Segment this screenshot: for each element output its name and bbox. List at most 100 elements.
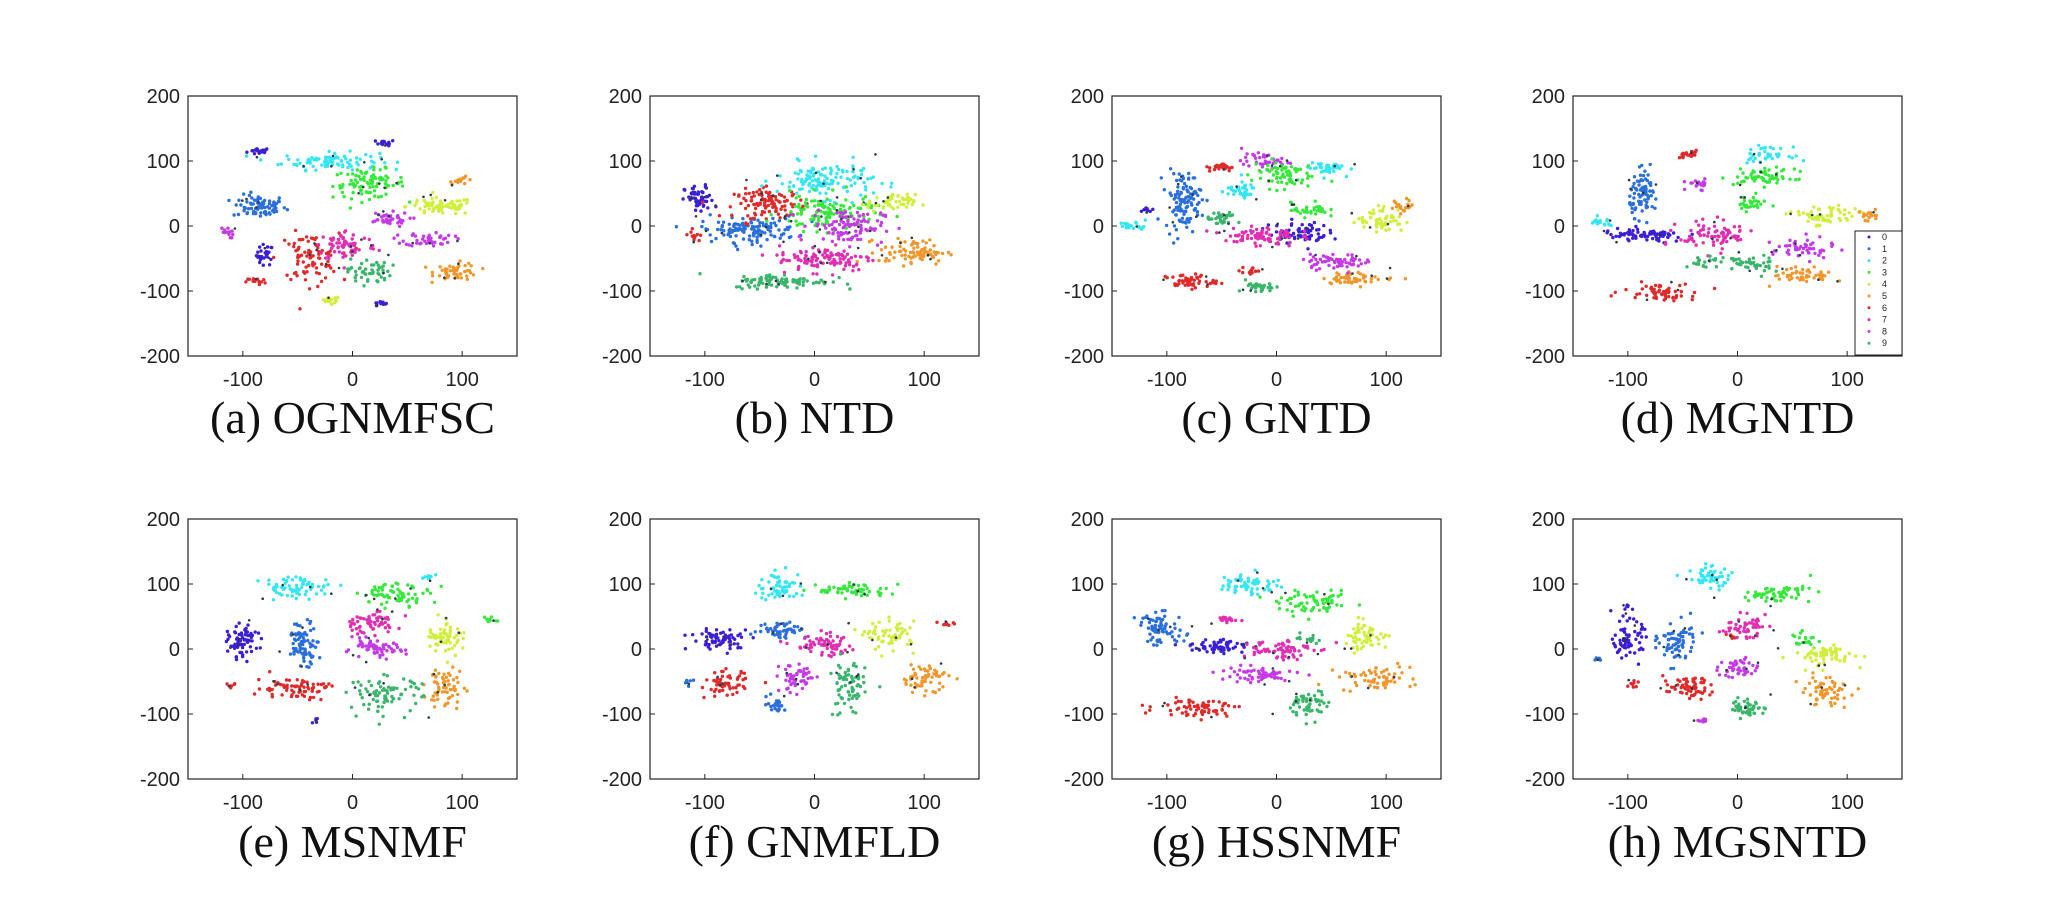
data-point bbox=[1838, 218, 1843, 223]
data-point bbox=[747, 238, 751, 242]
data-point bbox=[796, 172, 801, 176]
data-point bbox=[1252, 284, 1256, 289]
data-point bbox=[913, 192, 918, 197]
data-point bbox=[380, 585, 385, 589]
data-point bbox=[1351, 262, 1356, 267]
data-point bbox=[412, 216, 416, 220]
data-point bbox=[1353, 257, 1357, 261]
data-point bbox=[435, 693, 439, 697]
data-point bbox=[769, 213, 773, 217]
data-point bbox=[481, 266, 485, 271]
data-point bbox=[772, 586, 776, 590]
data-point bbox=[394, 597, 397, 600]
data-point bbox=[265, 252, 269, 256]
data-point bbox=[807, 189, 812, 194]
data-point bbox=[330, 302, 334, 306]
data-point bbox=[783, 589, 787, 593]
data-point bbox=[1314, 212, 1318, 216]
data-point bbox=[332, 156, 337, 160]
data-point bbox=[904, 205, 909, 209]
data-point bbox=[789, 210, 793, 214]
data-point bbox=[874, 153, 877, 156]
data-point bbox=[1265, 154, 1269, 157]
data-point bbox=[392, 590, 396, 594]
data-point bbox=[1810, 213, 1814, 217]
data-point bbox=[439, 635, 444, 639]
data-point bbox=[1632, 196, 1636, 200]
data-point bbox=[296, 590, 300, 594]
legend-label: 2 bbox=[1882, 256, 1887, 266]
data-point bbox=[1307, 237, 1312, 241]
data-point bbox=[1145, 207, 1149, 211]
data-point bbox=[1824, 218, 1828, 222]
data-point bbox=[1719, 260, 1723, 264]
data-point bbox=[769, 283, 774, 287]
data-point bbox=[329, 266, 333, 270]
data-point bbox=[308, 628, 313, 633]
data-point bbox=[424, 241, 429, 246]
data-point bbox=[309, 653, 313, 657]
data-point bbox=[769, 692, 773, 696]
data-point bbox=[1179, 207, 1183, 211]
data-point bbox=[385, 649, 389, 653]
data-point bbox=[1789, 266, 1794, 271]
data-point bbox=[226, 649, 230, 653]
data-point bbox=[1237, 269, 1241, 273]
data-point bbox=[376, 195, 381, 199]
data-point bbox=[1368, 226, 1372, 229]
data-point bbox=[842, 238, 846, 242]
data-point bbox=[823, 174, 827, 178]
data-point bbox=[1641, 191, 1645, 195]
data-point bbox=[357, 192, 360, 195]
data-point bbox=[1131, 226, 1136, 230]
data-point bbox=[456, 680, 460, 685]
data-point bbox=[837, 275, 841, 280]
data-point bbox=[1749, 201, 1753, 205]
legend-marker bbox=[1867, 318, 1871, 322]
data-point bbox=[314, 271, 319, 275]
data-point bbox=[897, 636, 902, 640]
data-point bbox=[257, 200, 260, 204]
data-point bbox=[841, 257, 846, 261]
data-point bbox=[803, 636, 807, 640]
data-point bbox=[388, 274, 392, 278]
data-point bbox=[1280, 233, 1284, 237]
data-point bbox=[1643, 177, 1648, 181]
data-point bbox=[454, 211, 458, 216]
data-point bbox=[795, 286, 799, 290]
data-point bbox=[690, 227, 694, 231]
data-point bbox=[1313, 199, 1317, 203]
data-point bbox=[1276, 158, 1280, 162]
data-point bbox=[1176, 185, 1180, 189]
data-point bbox=[1227, 222, 1230, 226]
data-point bbox=[269, 257, 273, 262]
data-point bbox=[1650, 236, 1655, 241]
data-point bbox=[1228, 234, 1233, 238]
data-point bbox=[468, 178, 472, 182]
data-point bbox=[315, 248, 319, 252]
data-point bbox=[1703, 177, 1707, 181]
data-point bbox=[1212, 167, 1217, 172]
data-point bbox=[841, 170, 845, 174]
data-point bbox=[267, 263, 272, 267]
data-point bbox=[230, 236, 234, 240]
data-point bbox=[463, 211, 467, 215]
data-point bbox=[413, 203, 417, 208]
data-point bbox=[1635, 292, 1639, 296]
data-point bbox=[758, 221, 762, 225]
data-point bbox=[1263, 159, 1268, 163]
data-point bbox=[455, 675, 459, 680]
data-point bbox=[239, 203, 243, 207]
data-point bbox=[1648, 162, 1652, 167]
data-point bbox=[386, 685, 391, 689]
data-point bbox=[1645, 200, 1649, 204]
data-point bbox=[1719, 231, 1724, 235]
data-point bbox=[1321, 254, 1326, 258]
cluster-8 bbox=[791, 201, 914, 249]
data-point bbox=[871, 175, 875, 179]
data-point bbox=[691, 187, 695, 191]
data-point bbox=[924, 689, 928, 693]
data-point bbox=[1682, 187, 1687, 192]
data-point bbox=[341, 163, 345, 167]
data-point bbox=[846, 237, 850, 241]
